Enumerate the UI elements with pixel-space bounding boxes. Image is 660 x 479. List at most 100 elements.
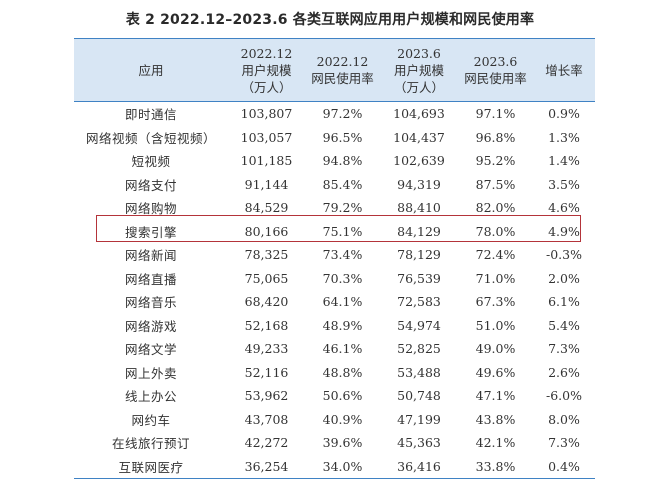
growth-cell: 0.9%: [548, 106, 580, 122]
header-row: 应用 2022.12 用户规模 （万人） 2022.12 网民使用率 2023.6 用户规模（…: [74, 38, 595, 102]
header-line: 增长率: [545, 62, 583, 78]
header-line: 2022.12: [316, 54, 369, 69]
table-row: 搜索引擎 80,166 75.1% 84,129 78.0% 4.9%: [74, 220, 595, 244]
rate-2306-cell: 71.0%: [475, 270, 516, 286]
header-line: （万人）: [241, 79, 292, 95]
app-name-cell: 网络支付: [124, 177, 177, 193]
header-rate-2212: 2022.12 网民使用率: [305, 38, 380, 102]
users-2306-cell: 102,639: [393, 153, 445, 169]
rate-2306-cell: 97.1%: [475, 106, 516, 122]
growth-cell: 1.3%: [548, 129, 580, 145]
header-line: 应用: [138, 62, 164, 78]
header-line: 2023.6: [397, 45, 441, 61]
app-name-cell: 网络视频（含短视频）: [85, 130, 216, 146]
app-name-cell: 网络文学: [124, 342, 177, 358]
table-row: 线上办公 53,962 50.6% 50,748 47.1% -6.0%: [74, 384, 595, 408]
table-row: 网上外卖 52,116 48.8% 53,488 49.6% 2.6%: [74, 361, 595, 385]
table-row: 网络音乐 68,420 64.1% 72,583 67.3% 6.1%: [74, 290, 595, 314]
rate-2212-cell: 40.9%: [322, 411, 363, 427]
users-2306-cell: 52,825: [397, 341, 441, 357]
app-name-cell: 短视频: [131, 154, 171, 170]
header-line: 用户规模: [241, 62, 292, 78]
users-2212-cell: 84,529: [244, 200, 289, 216]
growth-cell: 0.4%: [533, 454, 595, 479]
rate-2306-cell: 96.8%: [475, 129, 516, 145]
growth-cell: 6.1%: [548, 294, 580, 310]
users-2306-cell: 88,410: [397, 200, 441, 216]
rate-2212-cell: 97.2%: [322, 106, 363, 122]
header-line: 用户规模: [393, 62, 444, 78]
growth-cell: 8.0%: [548, 411, 580, 427]
users-2306-cell: 45,363: [397, 435, 441, 451]
rate-2212-cell: 48.9%: [322, 317, 363, 333]
app-name-cell: 网络新闻: [124, 248, 177, 264]
users-2212-cell: 101,185: [240, 153, 293, 169]
header-users-2306: 2023.6 用户规模 （万人）: [380, 38, 458, 102]
users-2306-cell: 50,748: [397, 388, 441, 404]
users-2306-cell: 104,693: [393, 106, 445, 122]
users-2212-cell: 53,962: [244, 388, 289, 404]
users-2212-cell: 78,325: [244, 247, 289, 263]
growth-cell: 1.4%: [548, 153, 580, 169]
users-2306-cell: 94,319: [397, 176, 441, 192]
growth-cell: 2.0%: [548, 270, 580, 286]
rate-2306-cell: 51.0%: [475, 317, 516, 333]
rate-2212-cell: 34.0%: [305, 454, 380, 479]
rate-2306-cell: 49.6%: [475, 364, 516, 380]
rate-2306-cell: 43.8%: [475, 411, 516, 427]
header-rate-2306: 2023.6 网民使用率: [458, 38, 533, 102]
users-2306-cell: 36,416: [380, 454, 458, 479]
app-name-cell: 在线旅行预订: [111, 436, 190, 452]
app-name-cell: 网络直播: [124, 271, 177, 287]
users-2212-cell: 103,057: [240, 129, 293, 145]
app-name-cell: 即时通信: [124, 107, 177, 123]
rate-2212-cell: 70.3%: [322, 270, 363, 286]
rate-2306-cell: 47.1%: [475, 388, 516, 404]
table-body: 即时通信 103,807 97.2% 104,693 97.1% 0.9% 网络视频（含短视…: [74, 102, 595, 479]
table-row: 网络视频（含短视频） 103,057 96.5% 104,437 96.8% 1.3%: [74, 126, 595, 150]
growth-cell: 7.3%: [548, 341, 580, 357]
growth-cell: 4.9%: [548, 223, 580, 239]
rate-2212-cell: 96.5%: [322, 129, 363, 145]
usage-table: 应用 2022.12 用户规模 （万人） 2022.12 网民使用率 2023.6 用户规模（…: [74, 38, 595, 479]
app-name-cell: 网约车: [131, 412, 171, 428]
rate-2306-cell: 78.0%: [475, 223, 516, 239]
rate-2212-cell: 39.6%: [322, 435, 363, 451]
rate-2212-cell: 75.1%: [322, 223, 363, 239]
users-2212-cell: 75,065: [244, 270, 289, 286]
growth-cell: 2.6%: [548, 364, 580, 380]
table-row: 网络购物 84,529 79.2% 88,410 82.0% 4.6%: [74, 196, 595, 220]
header-users-2212: 2022.12 用户规模 （万人）: [228, 38, 305, 102]
rate-2306-cell: 49.0%: [475, 341, 516, 357]
growth-cell: 3.5%: [548, 176, 580, 192]
rate-2306-cell: 33.8%: [458, 454, 533, 479]
table-row: 网络直播 75,065 70.3% 76,539 71.0% 2.0%: [74, 267, 595, 291]
users-2212-cell: 91,144: [244, 176, 289, 192]
table-row: 网络文学 49,233 46.1% 52,825 49.0% 7.3%: [74, 337, 595, 361]
users-2212-cell: 68,420: [244, 294, 289, 310]
rate-2212-cell: 48.8%: [322, 364, 363, 380]
header-line: （万人）: [393, 79, 444, 95]
table-row: 在线旅行预订 42,272 39.6% 45,363 42.1% 7.3%: [74, 431, 595, 455]
app-name-cell: 互联网医疗: [74, 454, 228, 479]
app-name-cell: 网络音乐: [124, 295, 177, 311]
header-line: 网民使用率: [311, 71, 374, 86]
rate-2212-cell: 73.4%: [322, 247, 363, 263]
table-row: 即时通信 103,807 97.2% 104,693 97.1% 0.9%: [74, 102, 595, 126]
table-row: 短视频 101,185 94.8% 102,639 95.2% 1.4%: [74, 149, 595, 173]
table-row: 网络游戏 52,168 48.9% 54,974 51.0% 5.4%: [74, 314, 595, 338]
rate-2212-cell: 79.2%: [322, 200, 363, 216]
table-row: 网约车 43,708 40.9% 47,199 43.8% 8.0%: [74, 408, 595, 432]
users-2306-cell: 54,974: [397, 317, 441, 333]
users-2212-cell: 103,807: [240, 106, 293, 122]
header-app: 应用: [74, 38, 228, 102]
users-2306-cell: 47,199: [397, 411, 441, 427]
rate-2306-cell: 95.2%: [475, 153, 516, 169]
data-table-container: 应用 2022.12 用户规模 （万人） 2022.12 网民使用率 2023.6 用户规模（…: [74, 38, 595, 479]
header-line: 网民使用率: [464, 71, 527, 86]
users-2306-cell: 78,129: [397, 247, 441, 263]
users-2306-cell: 104,437: [393, 129, 445, 145]
users-2212-cell: 43,708: [244, 411, 289, 427]
rate-2306-cell: 42.1%: [475, 435, 516, 451]
users-2212-cell: 36,254: [228, 454, 305, 479]
